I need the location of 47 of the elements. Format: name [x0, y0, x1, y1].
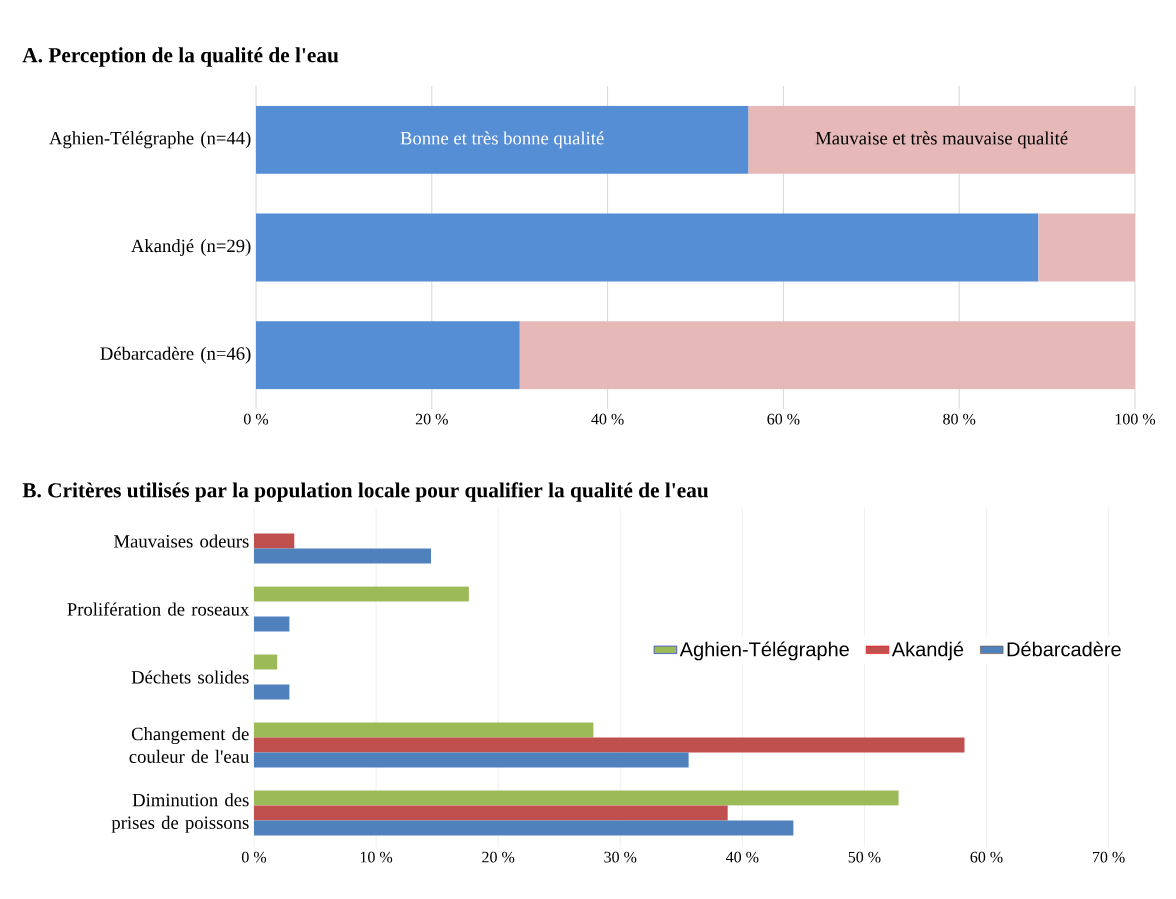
- bar: [254, 722, 594, 738]
- legend-label: Débarcadère: [1007, 641, 1121, 657]
- bar: [254, 790, 899, 806]
- bar: [254, 752, 689, 768]
- y-tick-label: Changement de couleur de l'eau: [129, 727, 249, 763]
- bar: [254, 684, 290, 700]
- bar: [1038, 213, 1136, 282]
- x-tick-label: 10 %: [360, 851, 393, 863]
- legend-label: Akandjé: [891, 641, 964, 661]
- bar: [256, 213, 1039, 282]
- bar: [519, 321, 1136, 390]
- chart-title: A. Perception de la qualité de l'eau: [22, 47, 339, 67]
- bar: [256, 105, 749, 174]
- series-label: Bonne et très bonne qualité: [400, 131, 604, 149]
- bar: [256, 321, 520, 390]
- bar: [254, 820, 794, 836]
- x-tick-label: 60 %: [767, 413, 800, 425]
- y-tick-label: Aghien-Télégraphe (n=44): [49, 131, 251, 149]
- y-tick-label: Déchets solides: [131, 670, 249, 684]
- bar: [254, 654, 278, 670]
- x-tick-label: 0 %: [241, 851, 267, 863]
- x-tick-label: 20 %: [415, 413, 448, 425]
- bar: [254, 586, 469, 602]
- y-tick-label: Diminution des prises de poissons: [111, 793, 249, 833]
- bar: [254, 737, 965, 753]
- y-tick-label: Akandjé (n=29): [131, 239, 251, 256]
- bar: [254, 548, 432, 564]
- x-tick-label: 80 %: [943, 413, 976, 425]
- x-tick-label: 60 %: [970, 851, 1003, 863]
- x-tick-label: 100 %: [1115, 413, 1156, 425]
- y-tick-label: Débarcadère (n=46): [100, 346, 251, 364]
- bar: [254, 805, 728, 821]
- chart-title: B. Critères utilisés par la population locale pour qualifier la qualité de l'eau: [22, 482, 709, 502]
- y-tick-label: Prolifération de roseaux: [67, 602, 250, 616]
- x-tick-label: 30 %: [604, 851, 637, 863]
- bar: [748, 105, 1136, 174]
- series-label: Mauvaise et très mauvaise qualité: [815, 131, 1068, 149]
- bar: [254, 533, 295, 549]
- x-tick-label: 40 %: [725, 851, 759, 863]
- bar: [254, 616, 290, 632]
- x-tick-label: 20 %: [482, 851, 515, 863]
- x-tick-label: 50 %: [848, 851, 881, 863]
- legend-label: Aghien-Télégraphe: [679, 641, 849, 661]
- y-tick-label: Mauvaises odeurs: [114, 534, 249, 548]
- x-tick-label: 40 %: [591, 413, 624, 425]
- x-tick-label: 70 %: [1092, 851, 1125, 863]
- x-tick-label: 0 %: [243, 413, 269, 425]
